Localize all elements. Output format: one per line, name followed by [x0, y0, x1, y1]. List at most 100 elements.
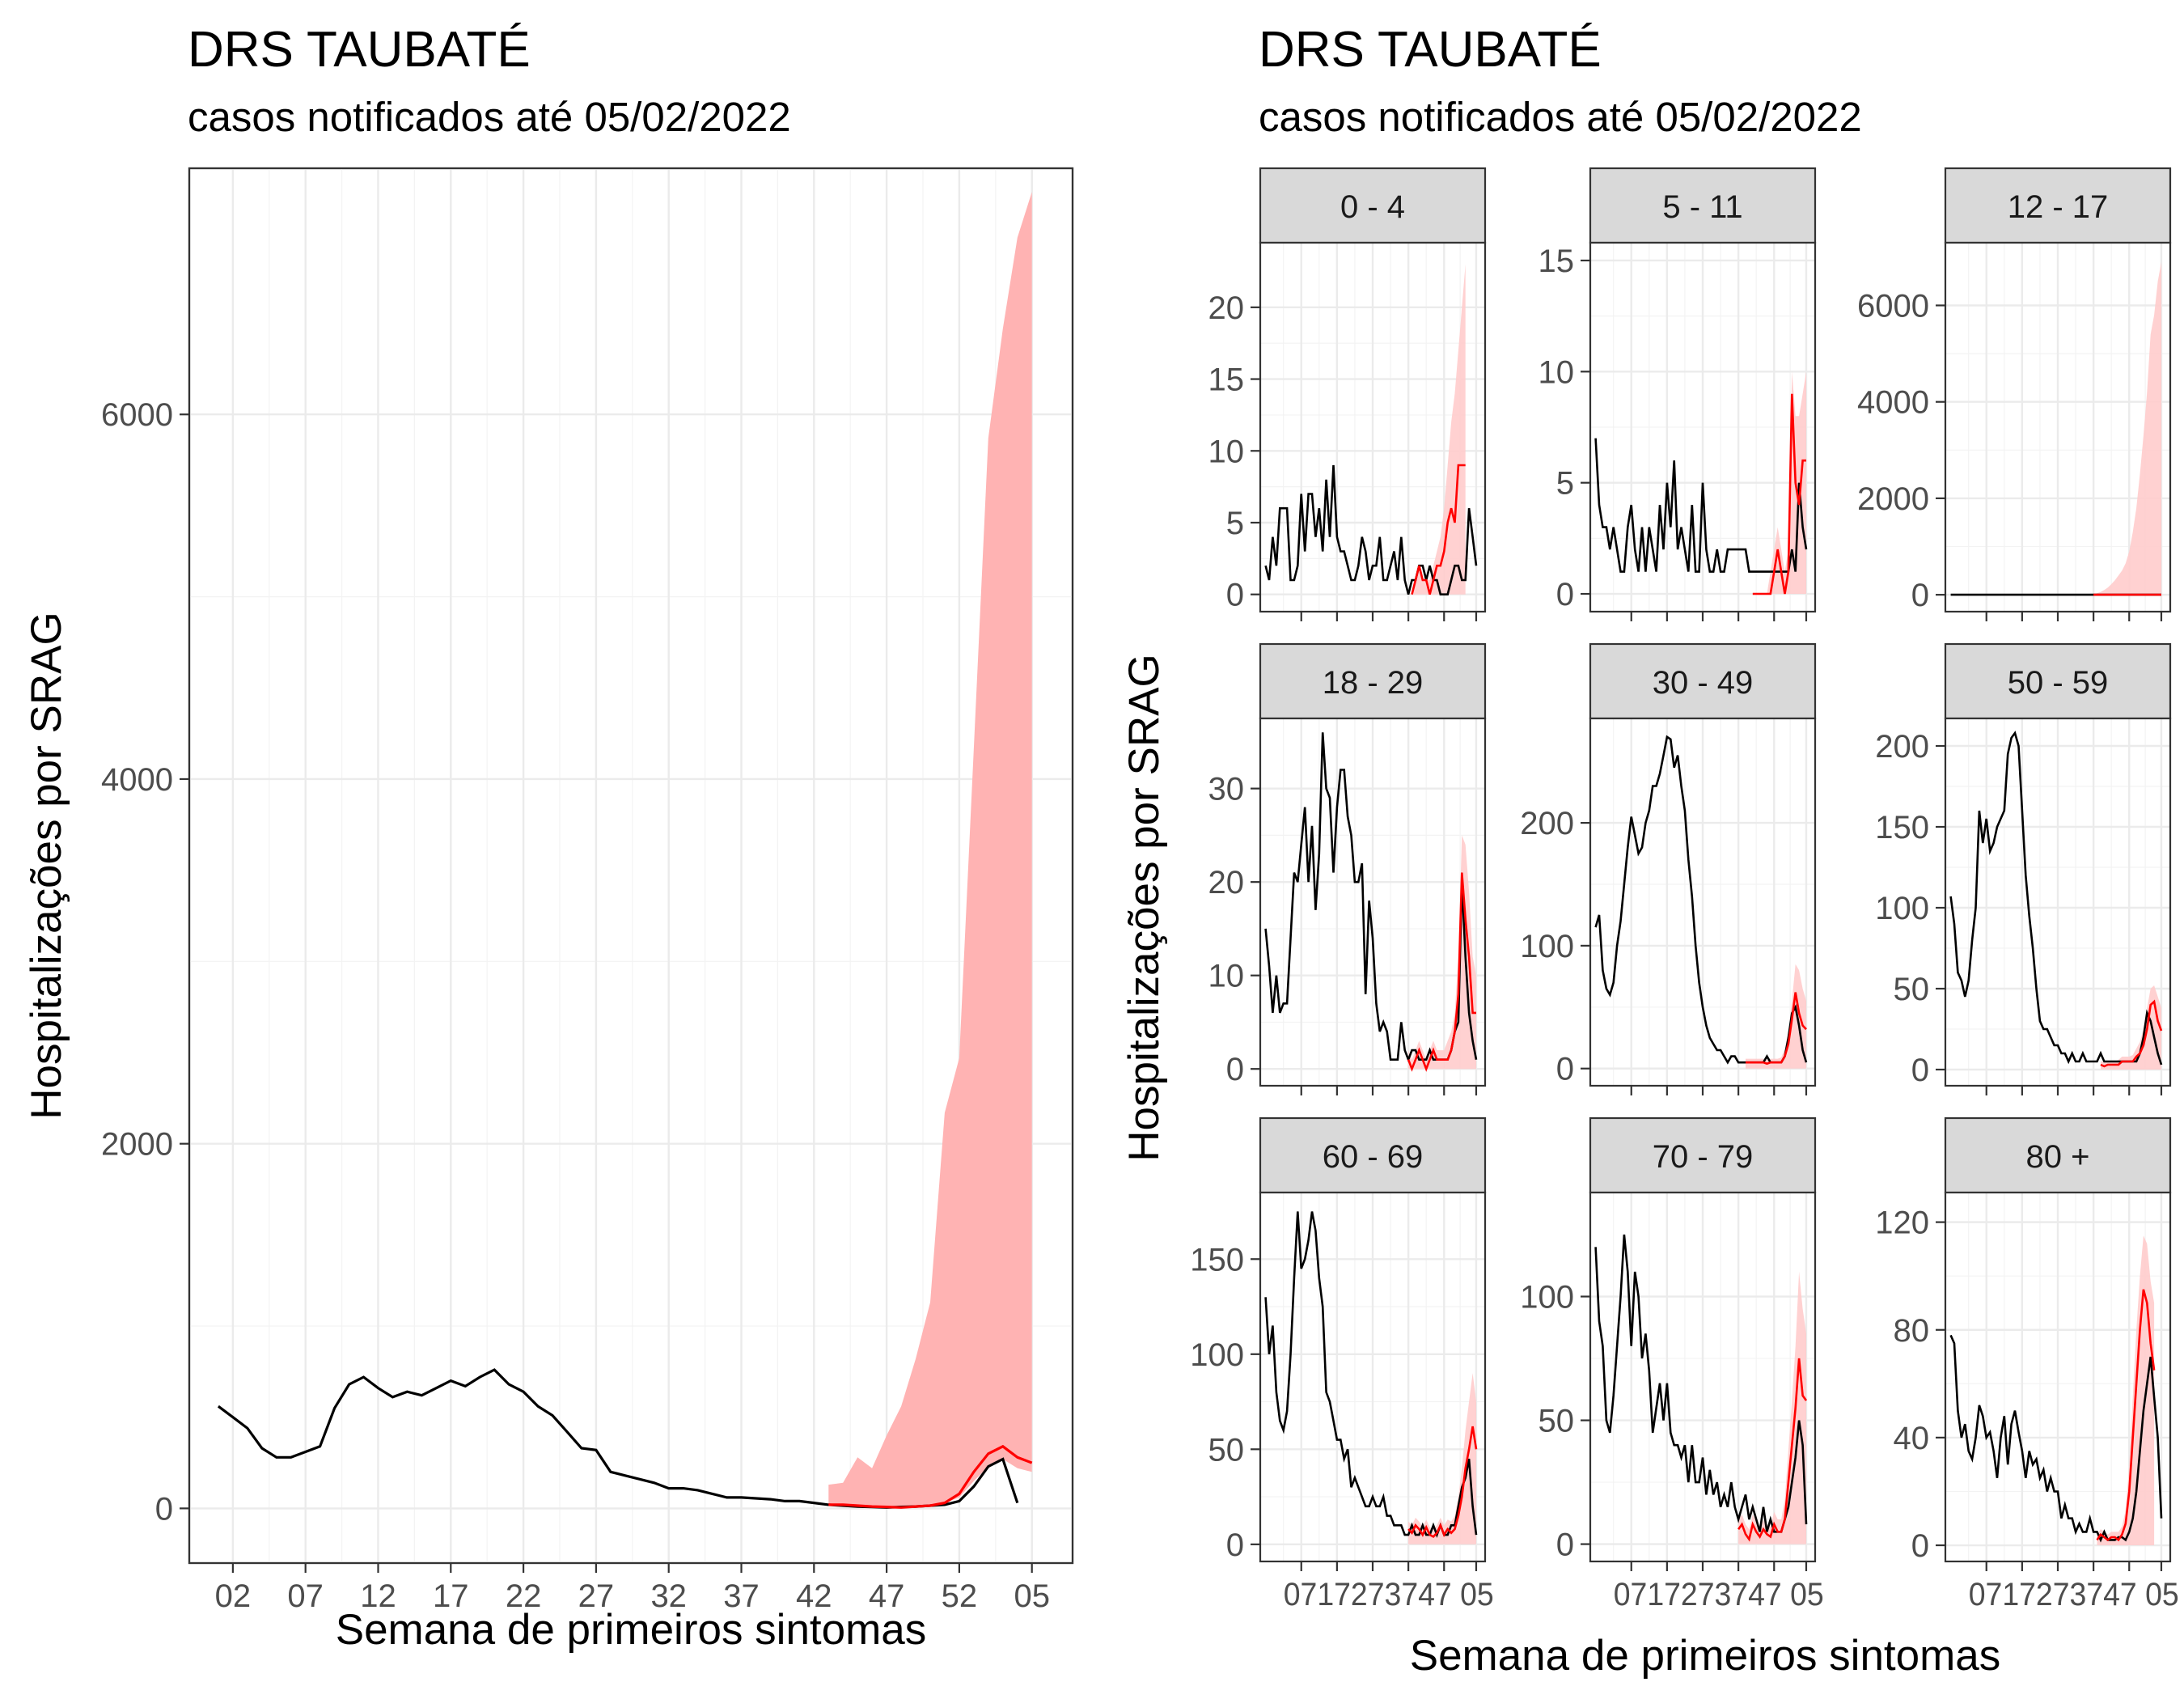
facet-strip-label: 60 - 69 — [1323, 1139, 1424, 1175]
facet-strip-label: 12 - 17 — [2008, 189, 2109, 225]
facet-80plus: 80 + 0 40 80 120 0717273747 05 — [1875, 1116, 2179, 1612]
right-chart-title: DRS TAUBATÉ — [1259, 22, 1602, 78]
facet-strip-label: 50 - 59 — [2008, 665, 2109, 701]
y-tick-label: 100 — [1190, 1337, 1244, 1373]
x-tick-label: 07 — [287, 1578, 324, 1614]
y-tick-label: 2000 — [1857, 481, 1929, 517]
y-tick-label: 15 — [1539, 244, 1575, 279]
facet-5-11: 5 - 11 0 5 10 15 — [1539, 167, 1817, 621]
nowcast-line — [1737, 1358, 1808, 1542]
nowcast-interval-band — [2101, 985, 2161, 1070]
facet-strip-label: 5 - 11 — [1662, 189, 1742, 225]
y-tick-label: 0 — [1226, 578, 1244, 613]
y-tick-label: 0 — [1911, 1053, 1929, 1088]
y-tick-label: 0 — [1911, 578, 1929, 613]
x-tick-label: 42 — [796, 1578, 832, 1614]
x-tick-label: 02 — [215, 1578, 252, 1614]
right-x-axis-title: Semana de primeiros sintomas — [1410, 1632, 2001, 1680]
left-y-axis-title: Hospitalizações por SRAG — [23, 612, 70, 1119]
y-tick-label: 50 — [1208, 1432, 1245, 1468]
y-tick-label: 10 — [1208, 959, 1245, 994]
facet-strip — [1589, 1116, 1817, 1194]
facet-12-17: 12 - 17 0 2000 4000 6000 — [1857, 167, 2172, 621]
y-tick-label: 6000 — [101, 397, 173, 433]
y-tick-label: 15 — [1208, 362, 1245, 398]
facet-strip — [1259, 167, 1487, 244]
y-tick-label: 20 — [1208, 865, 1245, 900]
right-chart: DRS TAUBATÉ casos notificados até 05/02/… — [1120, 22, 2179, 1680]
facet-strip — [1589, 642, 1817, 720]
facet-grid — [1260, 718, 1485, 1086]
facet-50-59: 50 - 59 0 50 100 150 200 — [1875, 642, 2172, 1095]
nowcast-line — [2096, 1289, 2156, 1542]
facet-18-29: 18 - 29 0 10 20 30 — [1208, 642, 1487, 1095]
observed-line — [1594, 1234, 1808, 1533]
left-gridlines — [189, 168, 1073, 1563]
left-chart-title: DRS TAUBATÉ — [188, 22, 531, 78]
y-tick-label: 0 — [1226, 1052, 1244, 1087]
y-tick-label: 120 — [1875, 1205, 1929, 1241]
y-tick-label: 50 — [1539, 1404, 1575, 1439]
facet-0-4: 0 - 4 0 5 10 15 20 — [1208, 167, 1487, 621]
x-tick-label: 37 — [723, 1578, 760, 1614]
nowcast-line — [828, 1444, 1033, 1509]
y-tick-label: 0 — [1911, 1528, 1929, 1564]
y-tick-label: 0 — [155, 1491, 173, 1527]
y-tick-label: 100 — [1520, 1280, 1574, 1316]
facet-grid — [1590, 718, 1815, 1086]
nowcast-interval-band — [2093, 261, 2161, 595]
y-tick-label: 2000 — [101, 1127, 173, 1163]
nowcast-line — [2100, 999, 2163, 1068]
facet-strip — [1259, 642, 1487, 720]
facet-strip-label: 80 + — [2026, 1139, 2090, 1175]
left-data-marks — [217, 192, 1033, 1509]
y-tick-label: 5 — [1226, 506, 1244, 541]
left-chart: DRS TAUBATÉ casos notificados até 05/02/… — [23, 22, 1074, 1654]
y-tick-label: 10 — [1208, 434, 1245, 469]
y-tick-label: 100 — [1875, 891, 1929, 926]
left-plot-border — [188, 167, 1074, 1565]
nowcast-interval-band — [1746, 964, 1806, 1069]
y-tick-label: 4000 — [101, 762, 173, 798]
nowcast-interval-band — [2097, 1235, 2155, 1545]
y-tick-label: 10 — [1539, 354, 1575, 390]
facet-grid — [1945, 718, 2170, 1086]
nowcast-line — [1407, 872, 1476, 1072]
x-tick-labels: 0717273747 05 — [1969, 1577, 2179, 1612]
y-tick-label: 6000 — [1857, 288, 1929, 324]
y-tick-label: 100 — [1520, 929, 1574, 964]
y-tick-label: 0 — [1556, 1527, 1574, 1563]
y-tick-label: 40 — [1894, 1421, 1930, 1456]
y-tick-label: 150 — [1190, 1242, 1244, 1277]
y-tick-label: 80 — [1894, 1313, 1930, 1349]
facet-strip — [1944, 1116, 2172, 1194]
y-tick-label: 20 — [1208, 290, 1245, 326]
facet-60-69: 60 - 69 0 50 100 150 0717273747 05 — [1190, 1116, 1494, 1612]
y-tick-label: 4000 — [1857, 385, 1929, 421]
facet-70-79: 70 - 79 0 50 100 0717273747 05 — [1520, 1116, 1824, 1612]
observed-line — [1949, 1334, 2163, 1543]
nowcast-line — [1411, 464, 1466, 595]
facet-30-49: 30 - 49 0 100 200 — [1520, 642, 1817, 1095]
x-tick-label: 52 — [942, 1578, 978, 1614]
x-tick-label: 12 — [360, 1578, 396, 1614]
x-tick-label: 22 — [506, 1578, 542, 1614]
x-tick-labels: 0717273747 05 — [1614, 1577, 1824, 1612]
x-tick-label: 27 — [578, 1578, 615, 1614]
observed-line — [1594, 438, 1808, 573]
y-tick-label: 200 — [1875, 729, 1929, 765]
nowcast-line — [1407, 1426, 1478, 1539]
y-tick-label: 0 — [1556, 1052, 1574, 1087]
y-tick-label: 0 — [1226, 1527, 1244, 1563]
y-tick-label: 5 — [1556, 466, 1574, 502]
x-tick-label: 05 — [1014, 1578, 1050, 1614]
right-chart-subtitle: casos notificados até 05/02/2022 — [1259, 94, 1862, 140]
left-x-axis: 02 07 12 17 22 27 32 37 42 47 52 05 — [215, 1563, 1050, 1614]
y-tick-label: 200 — [1520, 806, 1574, 841]
facet-strip-label: 0 - 4 — [1340, 189, 1405, 225]
nowcast-line — [1752, 393, 1806, 595]
nowcast-interval-band — [828, 192, 1032, 1508]
x-tick-labels: 0717273747 05 — [1284, 1577, 1494, 1612]
